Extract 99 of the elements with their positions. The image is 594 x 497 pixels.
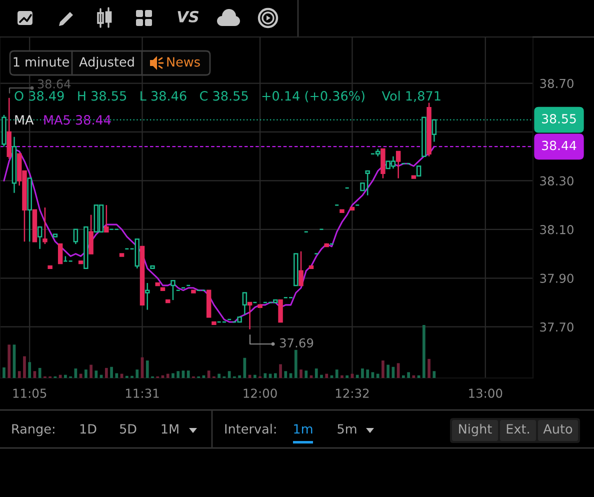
bar <box>279 364 282 378</box>
y-tick-label: 37.90 <box>540 274 574 283</box>
bar <box>346 375 349 378</box>
bar <box>294 350 298 378</box>
annotation: News <box>167 57 200 67</box>
bar <box>407 372 410 378</box>
candlestick <box>298 250 304 286</box>
bar <box>176 371 180 378</box>
bar <box>172 373 174 378</box>
bar <box>412 375 416 378</box>
candlestick <box>88 214 94 254</box>
bar <box>422 325 426 378</box>
text: 1D <box>80 424 96 434</box>
y-tick-label: 38.10 <box>540 224 574 234</box>
bar <box>28 362 32 378</box>
annotation: 1 minute <box>14 56 69 67</box>
text: 1m <box>294 424 312 434</box>
bar <box>396 363 400 378</box>
candlestick <box>37 226 42 250</box>
bar <box>104 368 108 378</box>
text: 5D <box>120 424 136 434</box>
candlestick <box>104 204 109 232</box>
x-tick-label: 11:05 <box>13 388 46 398</box>
text: 5m <box>338 424 356 434</box>
text: Ext. <box>506 424 529 434</box>
bar <box>94 370 98 378</box>
candlestick <box>365 170 370 196</box>
bar <box>186 370 190 378</box>
candlestick <box>416 165 422 176</box>
bar <box>218 374 221 378</box>
text: Auto <box>543 424 572 434</box>
bar <box>18 371 21 378</box>
bar <box>8 344 11 378</box>
bar <box>320 374 323 378</box>
y-tick-label: 37.70 <box>540 322 574 332</box>
bar <box>38 368 42 378</box>
bar <box>64 374 67 378</box>
bar <box>402 375 405 378</box>
bar <box>264 373 267 378</box>
y-tick-label: 38.30 <box>540 176 574 186</box>
bar <box>166 374 170 378</box>
bar <box>335 370 338 378</box>
bar <box>325 374 328 378</box>
bar <box>2 367 6 378</box>
bar <box>110 366 113 378</box>
bar <box>23 356 26 378</box>
bar <box>115 373 118 378</box>
bar <box>136 370 139 378</box>
ref-line-label: 38.44 <box>542 140 576 150</box>
y-tick-label: 38.70 <box>540 78 574 88</box>
bar <box>376 374 380 378</box>
bar <box>289 373 292 378</box>
candlestick <box>145 282 150 310</box>
x-tick-label: 12:00 <box>244 388 277 398</box>
annotation: MA <box>15 115 34 125</box>
candlestick <box>170 280 176 301</box>
bar <box>356 374 359 378</box>
text: Range: <box>12 424 54 436</box>
annotation: 38.64 <box>38 79 71 88</box>
x-tick-label: 12:32 <box>336 388 369 398</box>
x-tick-label: 13:00 <box>469 388 502 398</box>
text: VS <box>178 10 199 22</box>
bar <box>58 374 62 378</box>
candlestick <box>42 206 48 245</box>
bar <box>340 375 344 378</box>
candlestick <box>278 299 283 323</box>
annotation: 37.69 <box>280 338 314 348</box>
bar <box>207 370 210 378</box>
bar <box>146 360 149 378</box>
bar <box>90 364 92 378</box>
bar <box>304 370 308 378</box>
bar <box>253 374 256 378</box>
candlestick <box>247 302 252 330</box>
bar <box>432 371 436 378</box>
text: 1M <box>162 424 178 434</box>
bar <box>428 358 430 378</box>
bar <box>386 364 390 378</box>
bar <box>300 370 302 378</box>
annotation: MA5 38.44 <box>44 115 111 125</box>
bar <box>361 368 364 378</box>
candlestick <box>58 243 63 264</box>
x-tick-label: 11:31 <box>126 388 159 398</box>
bar <box>274 373 277 378</box>
text: Night <box>459 424 492 436</box>
bar <box>84 370 88 378</box>
candlestick <box>242 292 248 316</box>
bar <box>284 371 288 378</box>
bar <box>314 368 318 378</box>
candlestick <box>73 228 78 245</box>
bar <box>228 371 231 378</box>
bar <box>371 372 374 378</box>
annotation: Adjusted <box>79 56 134 70</box>
ref-line-label: 38.55 <box>542 114 576 124</box>
bar <box>366 370 370 378</box>
annotation: O 38.49 H 38.55 L 38.46 C 38.55 +0.14 (+0.36%) Vol 1,871 <box>14 90 440 102</box>
candlestick <box>396 150 401 179</box>
text: Interval: <box>225 424 276 434</box>
bar <box>238 375 241 378</box>
bar <box>382 360 384 378</box>
